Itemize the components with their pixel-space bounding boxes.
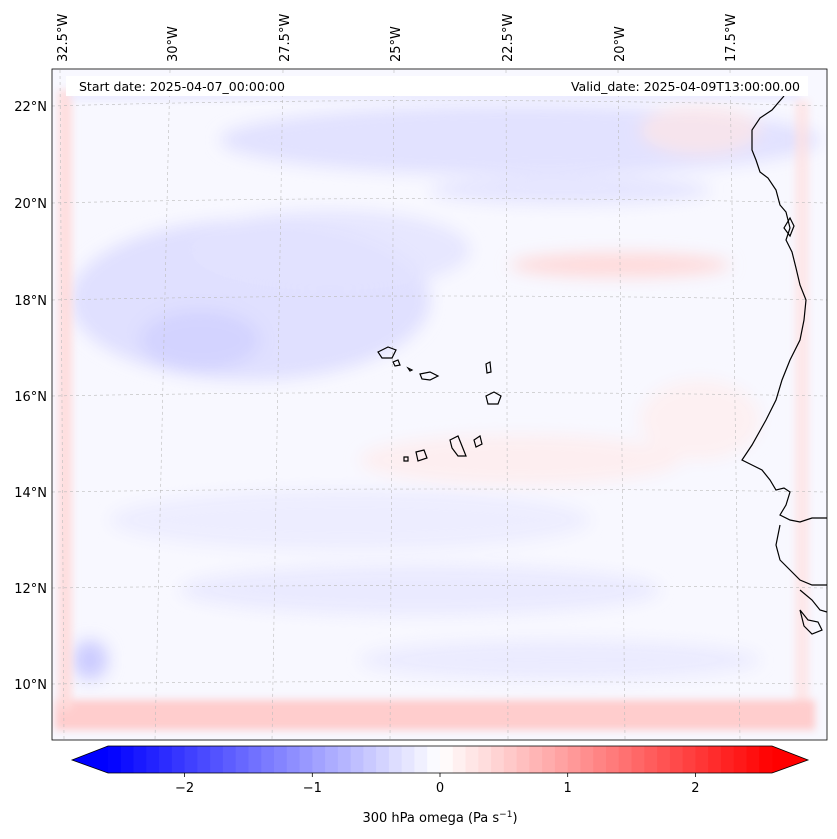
lon-label: 27.5°W: [278, 14, 293, 62]
colorbar-segments: [72, 746, 808, 773]
colorbar-segment: [746, 746, 760, 773]
lon-label: 20°W: [613, 26, 628, 62]
colorbar-segment: [682, 746, 696, 773]
colorbar-segment: [159, 746, 173, 773]
colorbar-segment: [427, 746, 441, 773]
colorbar-segment: [720, 746, 735, 773]
map-panel: [52, 69, 827, 740]
colorbar-segment: [465, 746, 479, 773]
valid-date-label: Valid_date: 2025-04-09T13:00:00.00: [571, 79, 800, 94]
colorbar-segment: [171, 746, 186, 773]
colorbar-segment: [337, 746, 352, 773]
cape-verde-islands: [377, 346, 502, 462]
colorbar-tick-label: 0: [436, 781, 444, 796]
longitude-labels: 32.5°W 30°W 27.5°W 25°W 22.5°W 20°W 17.5…: [56, 14, 739, 62]
colorbar-segment: [478, 746, 492, 773]
colorbar-segment: [542, 746, 556, 773]
colorbar-segment: [363, 746, 377, 773]
colorbar-segment: [222, 746, 237, 773]
colorbar-segment: [503, 746, 518, 773]
colorbar-segment: [274, 746, 288, 773]
colorbar-segment: [759, 746, 773, 773]
colorbar-segment: [657, 746, 671, 773]
colorbar-segment: [491, 746, 505, 773]
lat-label: 12°N: [14, 582, 47, 597]
colorbar-segment: [452, 746, 467, 773]
colorbar-segment: [644, 746, 658, 773]
header-band: [66, 76, 808, 96]
colorbar-segment: [580, 746, 594, 773]
colorbar-tick-label: 2: [691, 781, 699, 796]
colorbar-segment: [631, 746, 645, 773]
santiago-island: [449, 435, 467, 457]
colorbar-segment: [567, 746, 581, 773]
colorbar-segment: [235, 746, 249, 773]
fogo-island: [415, 449, 428, 462]
colorbar-segment: [312, 746, 326, 773]
colorbar-segment: [733, 746, 747, 773]
colorbar-extend-low: [72, 746, 108, 773]
colorbar-segment: [197, 746, 211, 773]
colorbar-segment: [606, 746, 620, 773]
brava-island: [403, 456, 409, 462]
colorbar-segment: [184, 746, 198, 773]
colorbar-label: 300 hPa omega (Pa s−1): [362, 810, 517, 826]
colorbar-segment: [516, 746, 530, 773]
colorbar-segment: [529, 746, 543, 773]
sao-nicolau-island: [419, 371, 440, 381]
colorbar-segment: [388, 746, 403, 773]
colorbar-segment: [669, 746, 684, 773]
colorbar-segment: [554, 746, 569, 773]
omega-field: [70, 105, 820, 680]
colorbar-segment: [146, 746, 160, 773]
gridlines: [52, 69, 827, 740]
colorbar-tick-label: 1: [564, 781, 572, 796]
lat-label: 16°N: [14, 390, 47, 405]
sal-island: [485, 361, 492, 374]
colorbar-extend-high: [772, 746, 808, 773]
colorbar-segment: [350, 746, 364, 773]
colorbar-segment: [440, 746, 454, 773]
santo-antao-island: [377, 346, 397, 359]
lon-label: 25°W: [389, 26, 404, 62]
lon-label: 30°W: [166, 26, 181, 62]
coastline: [741, 95, 827, 635]
colorbar-segment: [414, 746, 428, 773]
start-date-label: Start date: 2025-04-07_00:00:00: [79, 79, 285, 94]
lat-label: 20°N: [14, 197, 47, 212]
lat-label: 14°N: [14, 486, 47, 501]
lon-label: 32.5°W: [56, 14, 71, 62]
colorbar-frame: [70, 745, 810, 774]
map-frame: [51, 68, 828, 741]
colorbar-segment: [261, 746, 275, 773]
colorbar-segment: [248, 746, 262, 773]
colorbar-tick-label: −2: [175, 781, 194, 796]
colorbar-segment: [695, 746, 709, 773]
lat-label: 10°N: [14, 678, 47, 693]
colorbar-segment: [120, 746, 135, 773]
colorbar-segment: [593, 746, 607, 773]
colorbar-segment: [133, 746, 147, 773]
boa-vista-island: [485, 391, 502, 405]
colorbar-segment: [108, 746, 122, 773]
sao-vicente-island: [392, 359, 401, 367]
colorbar: −2 −1 0 1 2 300 hPa omega (Pa s−1): [70, 745, 810, 826]
colorbar-segment: [325, 746, 339, 773]
colorbar-segment: [618, 746, 633, 773]
lon-label: 17.5°W: [724, 14, 739, 62]
lon-label: 22.5°W: [501, 14, 516, 62]
colorbar-segment: [708, 746, 722, 773]
colorbar-segment: [376, 746, 390, 773]
colorbar-segment: [286, 746, 301, 773]
colorbar-ticks: −2 −1 0 1 2: [175, 773, 700, 796]
lat-label: 22°N: [14, 100, 47, 115]
colorbar-segment: [401, 746, 415, 773]
latitude-labels: 22°N 20°N 18°N 16°N 14°N 12°N 10°N: [14, 100, 47, 693]
maio-island: [473, 435, 483, 448]
lat-label: 18°N: [14, 294, 47, 309]
colorbar-segment: [210, 746, 224, 773]
colorbar-tick-label: −1: [303, 781, 322, 796]
colorbar-segment: [299, 746, 313, 773]
